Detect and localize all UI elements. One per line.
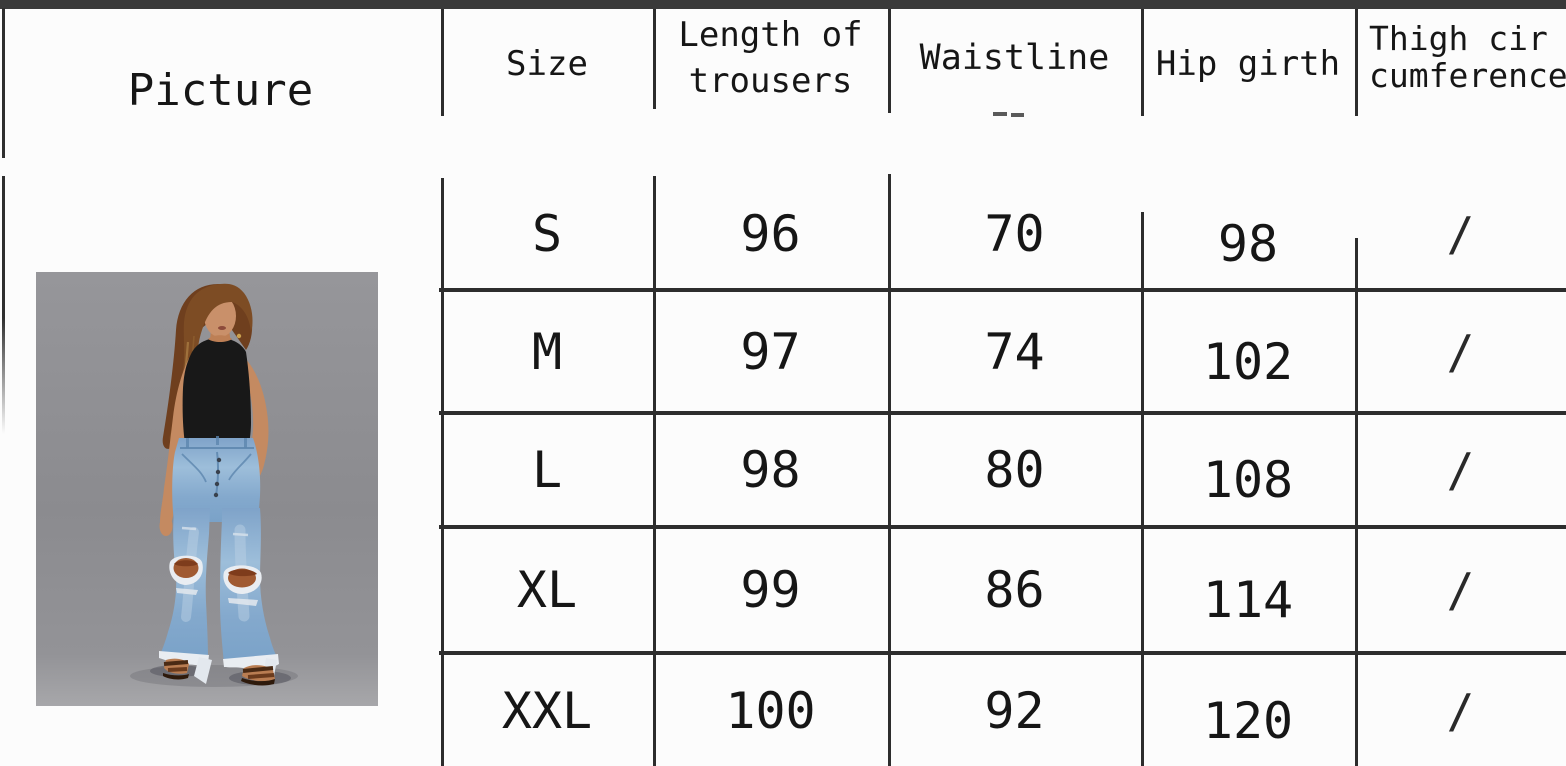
product-photo [36, 272, 378, 706]
cell-xl-length: 99 [740, 561, 801, 619]
column-header-length-line2: trousers [688, 61, 853, 101]
cell-l-length: 98 [740, 441, 801, 499]
cell-xl-thigh: / [1446, 563, 1475, 617]
cell-s-thigh: / [1446, 206, 1475, 261]
column-header-waistline: Waistline [919, 38, 1110, 78]
cell-l-size: L [531, 441, 563, 499]
table-gridline [439, 525, 1566, 529]
cell-xxl-hip: 120 [1202, 691, 1294, 750]
table-gridline [439, 411, 1566, 415]
column-header-picture: Picture [127, 64, 314, 116]
table-gridline [1355, 9, 1358, 116]
cell-l-hip: 108 [1202, 451, 1294, 509]
table-left-border [2, 176, 5, 434]
table-gridline [441, 178, 444, 766]
cell-xxl-waistline: 92 [984, 681, 1045, 740]
cell-s-size: S [531, 204, 563, 263]
table-top-border [0, 0, 1566, 9]
cell-xl-waistline: 86 [984, 561, 1045, 619]
cell-xl-hip: 114 [1202, 571, 1294, 629]
scan-smudge [993, 112, 1007, 116]
column-header-hip-girth: Hip girth [1155, 44, 1341, 84]
cell-m-waistline: 74 [984, 322, 1045, 381]
cell-m-size: M [531, 322, 563, 381]
cell-m-hip: 102 [1202, 332, 1294, 391]
column-header-thigh-circumference: Thigh cir cumference [1355, 20, 1566, 116]
table-gridline [888, 9, 891, 113]
table-gridline [653, 9, 656, 109]
cell-s-length: 96 [740, 204, 801, 263]
table-gridline [1141, 212, 1144, 766]
cell-l-waistline: 80 [984, 441, 1045, 499]
table-gridline [441, 9, 444, 116]
cell-m-thigh: / [1446, 324, 1475, 379]
cell-xxl-thigh: / [1446, 683, 1475, 738]
cell-s-waistline: 70 [984, 204, 1045, 263]
cell-l-thigh: / [1446, 443, 1475, 497]
cell-xxl-length: 100 [725, 681, 816, 740]
cell-m-length: 97 [740, 322, 801, 381]
table-gridline [1355, 238, 1358, 766]
column-header-thigh-line1: Thigh cir [1369, 19, 1548, 58]
table-left-border [2, 8, 5, 158]
cell-xxl-size: XXL [501, 681, 593, 740]
table-gridline [439, 288, 1566, 292]
table-gridline [439, 651, 1566, 655]
column-header-length: Length of trousers [653, 8, 888, 108]
cell-s-hip: 98 [1217, 214, 1279, 273]
table-gridline [888, 174, 891, 766]
table-gridline [653, 176, 656, 766]
product-photo-illustration [36, 272, 378, 706]
table-gridline [1141, 9, 1144, 116]
column-header-thigh-line2: cumference [1369, 56, 1566, 95]
column-header-length-line1: Length of [678, 15, 863, 55]
scan-smudge [1011, 113, 1024, 117]
column-header-size: Size [506, 44, 588, 84]
cell-xl-size: XL [516, 561, 578, 619]
